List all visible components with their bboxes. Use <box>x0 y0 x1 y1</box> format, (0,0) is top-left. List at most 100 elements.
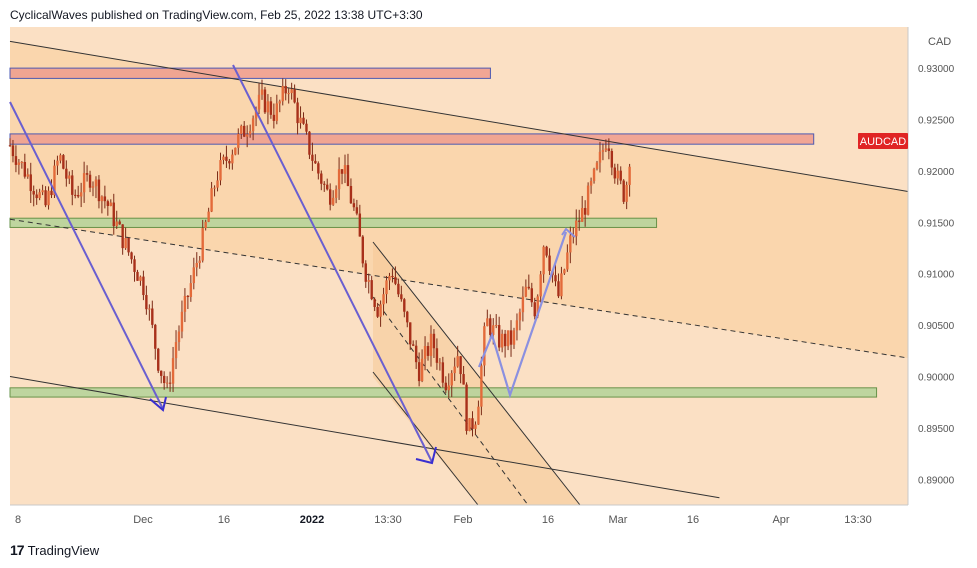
channel-trendline <box>9 40 909 192</box>
candle <box>207 207 210 223</box>
candle <box>133 255 136 282</box>
candle <box>65 160 68 187</box>
candle <box>382 287 385 316</box>
candle <box>515 313 519 341</box>
candle <box>545 245 548 258</box>
publisher-caption: CyclicalWaves published on TradingView.c… <box>10 8 423 22</box>
candle <box>210 181 213 213</box>
candle <box>622 179 625 205</box>
price-tick-label: 0.89000 <box>918 475 955 486</box>
candle <box>628 163 631 197</box>
candle <box>317 161 320 180</box>
candle <box>575 209 578 246</box>
candle <box>41 184 44 196</box>
candle <box>349 178 353 204</box>
price-axis[interactable]: 0.93000 0.92500 0.92000 0.91500 0.91000 0.905… <box>918 64 955 486</box>
candle <box>610 148 614 176</box>
candle <box>598 141 602 173</box>
wave-line-1 <box>9 101 164 410</box>
candle <box>453 357 456 381</box>
candle <box>474 421 477 435</box>
chart-frame[interactable]: CAD 0.93000 0.92500 0.92000 0.91500 0.91000 0… <box>0 27 977 535</box>
candle <box>394 266 397 286</box>
upper-channel-fill <box>10 41 908 359</box>
price-tick-label: 0.89500 <box>918 424 955 435</box>
candle <box>420 349 424 383</box>
candle <box>139 275 142 286</box>
candle <box>142 270 145 301</box>
time-axis[interactable]: 8 Dec 16 2022 13:30 Feb 16 Mar 16 Apr 13:30 <box>15 514 872 526</box>
candle <box>483 322 486 377</box>
candle <box>112 193 115 235</box>
candle <box>154 323 157 360</box>
wave-annotations <box>9 64 576 465</box>
candle <box>302 112 305 125</box>
candle <box>32 185 35 207</box>
candle <box>296 97 299 135</box>
zones-layer <box>9 67 878 398</box>
candle <box>44 186 47 208</box>
candle <box>148 304 151 321</box>
candle <box>530 282 533 307</box>
candle <box>115 210 118 229</box>
candle <box>438 358 442 371</box>
candle <box>367 273 370 294</box>
wave-arrowhead-1 <box>149 396 167 412</box>
candle <box>527 274 531 290</box>
candle <box>465 382 468 435</box>
candle <box>225 145 228 168</box>
candle <box>409 322 412 350</box>
candle <box>578 209 581 231</box>
candle <box>533 297 536 320</box>
time-tick-label: 2022 <box>300 514 324 526</box>
candle <box>429 325 433 367</box>
candle <box>204 219 207 231</box>
candle <box>560 266 563 300</box>
candle <box>151 300 154 329</box>
candle <box>180 300 184 339</box>
support-zone <box>9 387 878 398</box>
candle <box>385 275 388 304</box>
candle <box>11 139 15 163</box>
candle <box>251 115 255 141</box>
wave-line-2 <box>232 64 433 463</box>
resistance-zone <box>9 67 491 79</box>
support-zone <box>9 217 658 228</box>
candle <box>370 275 373 301</box>
price-tick-label: 0.92000 <box>918 167 955 178</box>
currency-label: CAD <box>928 36 951 48</box>
candle <box>406 310 409 328</box>
candle <box>346 153 350 187</box>
candle <box>388 272 391 290</box>
candle <box>85 165 89 182</box>
price-chart[interactable]: CAD 0.930000.925000.920000.915000.910000… <box>0 27 977 535</box>
candle <box>177 325 181 351</box>
candle <box>159 370 163 384</box>
candle <box>337 157 341 200</box>
candle <box>497 316 501 352</box>
candle <box>358 204 362 237</box>
candle <box>121 224 124 255</box>
candle <box>323 181 326 192</box>
tradingview-logo-icon: 17 <box>10 542 25 558</box>
candle <box>127 237 130 256</box>
candle <box>243 121 246 138</box>
candle <box>35 189 38 205</box>
candle <box>8 138 12 147</box>
price-tick-label: 0.91500 <box>918 218 955 229</box>
candle <box>364 260 367 288</box>
candle <box>414 340 418 369</box>
candle <box>503 329 507 358</box>
candle <box>311 142 314 171</box>
candle <box>79 182 83 208</box>
candle <box>373 297 376 312</box>
candle <box>195 252 198 277</box>
candle <box>50 179 53 199</box>
price-tick-label: 0.91000 <box>918 270 955 281</box>
candle <box>245 125 249 148</box>
candle <box>74 189 77 199</box>
candle <box>287 88 290 104</box>
price-tick-label: 0.90000 <box>918 373 955 384</box>
candle <box>548 248 551 276</box>
candle <box>601 143 605 161</box>
